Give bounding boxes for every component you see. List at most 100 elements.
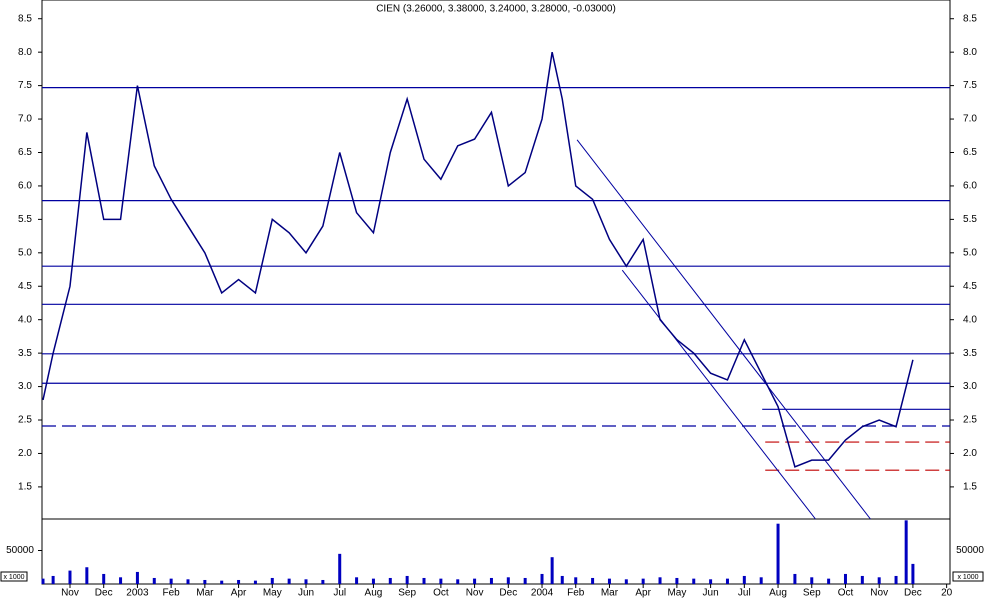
volume-bar: [904, 520, 908, 584]
x-tick-label: 2003: [126, 588, 149, 599]
volume-bar: [237, 579, 241, 584]
x-tick-label: Oct: [433, 588, 449, 599]
volume-bar: [439, 578, 443, 584]
x-tick-label: Sep: [398, 588, 416, 599]
x-tick-label: May: [263, 588, 282, 599]
y-tick-label-right: 8.5: [963, 13, 977, 24]
x-tick-label: May: [667, 588, 686, 599]
volume-bar: [41, 578, 45, 584]
volume-bar: [220, 580, 224, 584]
volume-bar: [911, 563, 915, 584]
y-tick-label-right: 8.0: [963, 47, 977, 58]
volume-bar: [304, 579, 308, 584]
volume-bar: [810, 577, 814, 584]
x-tick-label: Nov: [466, 588, 484, 599]
volume-bar: [658, 577, 662, 584]
volume-bar: [388, 577, 392, 584]
y-tick-label: 1.5: [18, 482, 32, 493]
x-tick-label: Aug: [769, 588, 787, 599]
volume-bar: [607, 578, 611, 584]
volume-bar: [894, 575, 898, 584]
y-tick-label-right: 7.0: [963, 114, 977, 125]
y-tick-label-right: 6.0: [963, 181, 977, 192]
volume-bar: [641, 578, 645, 584]
x-tick-label: Mar: [196, 588, 214, 599]
y-tick-label: 6.0: [18, 181, 32, 192]
volume-unit-label-right: x 1000: [957, 574, 978, 581]
volume-bar: [85, 567, 89, 584]
volume-bar: [877, 577, 881, 584]
volume-bar: [574, 577, 578, 584]
volume-bar: [422, 577, 426, 584]
x-tick-label: Jun: [703, 588, 719, 599]
volume-bar: [152, 577, 156, 584]
volume-bar: [725, 578, 729, 584]
x-tick-label: Jul: [738, 588, 751, 599]
x-tick-label: Feb: [567, 588, 585, 599]
y-tick-label: 8.5: [18, 13, 32, 24]
volume-bar: [119, 577, 123, 584]
x-tick-label: Dec: [499, 588, 517, 599]
channel-line: [576, 139, 871, 520]
volume-bar: [51, 575, 55, 584]
price-line: [42, 52, 914, 468]
x-tick-label: Sep: [803, 588, 821, 599]
volume-bar: [355, 577, 359, 584]
y-tick-label: 2.0: [18, 448, 32, 459]
x-tick-label: Feb: [163, 588, 181, 599]
volume-bar: [550, 557, 554, 584]
y-tick-label: 8.0: [18, 47, 32, 58]
y-tick-label-right: 2.0: [963, 448, 977, 459]
volume-bar: [135, 571, 139, 584]
volume-bar: [624, 579, 628, 584]
y-tick-label-right: 5.0: [963, 247, 977, 258]
channel-line: [621, 269, 816, 520]
volume-tick-label: 50000: [6, 545, 34, 556]
y-tick-label-right: 5.5: [963, 214, 977, 225]
volume-bar: [506, 577, 510, 584]
volume-bar: [253, 580, 257, 584]
y-tick-label-right: 2.5: [963, 415, 977, 426]
volume-bar: [371, 578, 375, 584]
volume-bar: [287, 578, 291, 584]
unit-box-right: [952, 571, 984, 582]
volume-bar: [456, 579, 460, 584]
volume-bar: [843, 573, 847, 584]
y-tick-label: 7.0: [18, 114, 32, 125]
volume-bar: [489, 577, 493, 584]
volume-bar: [776, 523, 780, 584]
y-tick-label-right: 6.5: [963, 147, 977, 158]
volume-bar: [793, 573, 797, 584]
y-tick-label: 7.5: [18, 80, 32, 91]
y-tick-label: 5.5: [18, 214, 32, 225]
y-tick-label: 6.5: [18, 147, 32, 158]
x-tick-label: Jul: [333, 588, 346, 599]
volume-bar: [169, 578, 173, 584]
volume-bar: [523, 577, 527, 584]
volume-bar: [186, 579, 190, 584]
y-tick-label: 4.5: [18, 281, 32, 292]
x-tick-label: Dec: [904, 588, 922, 599]
volume-bar: [102, 573, 106, 584]
volume-bar: [68, 570, 72, 584]
volume-bar: [473, 578, 477, 584]
volume-bar: [405, 575, 409, 584]
volume-bar: [860, 575, 864, 584]
y-tick-label-right: 4.5: [963, 281, 977, 292]
volume-bar: [270, 577, 274, 584]
volume-bar: [742, 575, 746, 584]
volume-bar: [591, 577, 595, 584]
volume-bar: [321, 579, 325, 584]
x-tick-label: Apr: [635, 588, 651, 599]
volume-bar: [540, 573, 544, 584]
volume-tick-label-right: 50000: [956, 545, 984, 556]
x-tick-label: Jun: [298, 588, 314, 599]
volume-bar: [675, 577, 679, 584]
y-tick-label: 3.0: [18, 381, 32, 392]
volume-bar: [759, 577, 763, 584]
volume-bar: [560, 575, 564, 584]
y-tick-label-right: 7.5: [963, 80, 977, 91]
y-tick-label: 3.5: [18, 348, 32, 359]
